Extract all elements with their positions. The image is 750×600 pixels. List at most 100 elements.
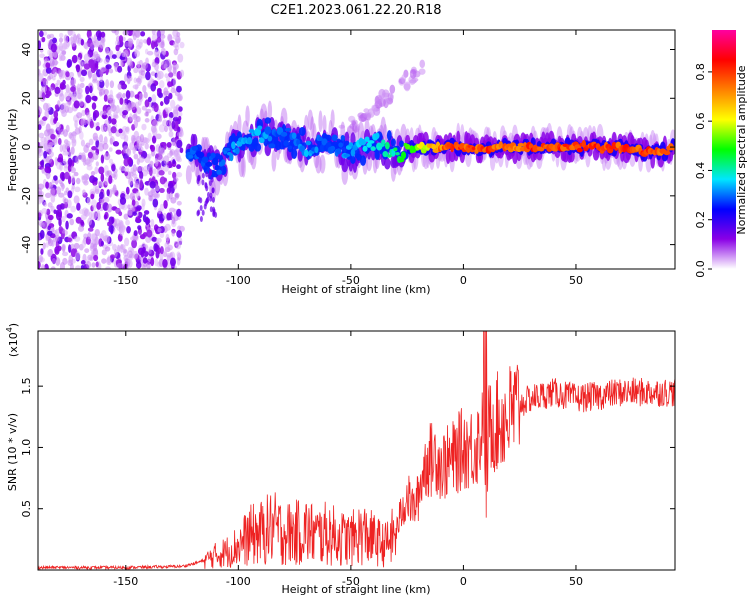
noise-blob — [54, 228, 60, 237]
noise-blob — [152, 168, 157, 175]
noise-blob — [150, 83, 157, 92]
noise-blob — [53, 117, 57, 124]
noise-blob — [174, 153, 181, 162]
noise-blob — [68, 132, 73, 139]
noise-blob — [105, 266, 111, 269]
noise-blob — [159, 187, 165, 194]
noise-blob — [49, 52, 54, 59]
noise-blob — [46, 155, 53, 164]
noise-blob — [129, 112, 133, 122]
noise-blob — [53, 209, 57, 214]
noise-blob — [38, 132, 45, 139]
noise-blob — [121, 51, 126, 58]
noise-blob — [74, 236, 81, 242]
spectrogram-x-tick-label: -50 — [342, 274, 360, 287]
noise-blob — [176, 164, 181, 170]
noise-blob — [106, 106, 112, 116]
noise-blob — [176, 251, 181, 258]
echo-tail-blob — [197, 174, 201, 181]
spectrogram-y-tick-label: -20 — [20, 187, 33, 205]
noise-blob — [115, 149, 122, 155]
colorbar-tick-label: 0.2 — [694, 211, 707, 229]
noise-blob — [83, 42, 89, 49]
noise-blob — [132, 135, 136, 142]
noise-blob — [98, 134, 104, 143]
noise-blob — [103, 136, 108, 145]
echo-tail-blob — [201, 179, 205, 186]
noise-blob — [44, 109, 49, 118]
noise-blob — [128, 90, 135, 98]
noise-blob — [115, 104, 120, 114]
noise-blob — [150, 218, 155, 228]
noise-blob — [164, 223, 171, 231]
noise-blob — [159, 203, 164, 212]
noise-blob — [132, 113, 138, 120]
echo-blob — [264, 117, 272, 124]
noise-blob — [162, 212, 167, 220]
echo-blob — [229, 153, 234, 162]
echo-blob — [291, 132, 297, 139]
echo-blob — [367, 140, 375, 144]
noise-blob — [148, 248, 152, 255]
noise-blob — [71, 31, 76, 37]
noise-blob — [163, 200, 168, 209]
noise-blob — [98, 181, 104, 188]
noise-blob — [164, 125, 168, 133]
noise-blob — [156, 87, 162, 93]
noise-blob — [78, 152, 83, 161]
noise-blob — [155, 237, 162, 243]
snr-x-tick-label: -50 — [342, 575, 360, 588]
noise-blob — [168, 112, 174, 119]
noise-blob — [124, 73, 128, 82]
echo-blob — [254, 142, 262, 152]
noise-blob — [144, 217, 151, 225]
noise-blob — [61, 183, 66, 190]
noise-blob — [135, 216, 141, 223]
noise-blob — [112, 141, 120, 147]
noise-blob — [163, 164, 170, 172]
noise-blob — [38, 199, 42, 205]
noise-blob — [135, 166, 142, 172]
echo-tail-blob — [209, 206, 213, 213]
noise-blob — [73, 90, 78, 96]
noise-blob — [40, 248, 44, 255]
echo-blob — [386, 130, 392, 141]
noise-blob — [56, 204, 63, 211]
noise-blob — [123, 248, 127, 254]
noise-blob — [122, 145, 129, 154]
snr-y-scale-exponent: 4 — [5, 327, 14, 332]
noise-blob — [113, 249, 118, 257]
noise-blob — [122, 102, 128, 111]
noise-blob — [167, 182, 174, 189]
noise-blob — [73, 100, 80, 109]
echo-blob — [224, 147, 231, 152]
noise-blob — [53, 110, 59, 119]
noise-blob — [87, 227, 94, 232]
noise-blob — [106, 50, 112, 56]
snr-y-scale-suffix: ) — [7, 323, 20, 327]
noise-blob — [111, 118, 117, 125]
colorbar-label: Normalized spectral amplitude — [735, 65, 748, 234]
noise-blob — [48, 249, 53, 257]
noise-blob — [68, 254, 74, 264]
noise-blob — [93, 34, 97, 44]
noise-blob — [131, 239, 138, 249]
noise-blob — [75, 34, 80, 44]
noise-blob — [155, 133, 162, 140]
echo-tail-blob — [207, 191, 211, 198]
echo-blob — [221, 159, 226, 166]
spectrogram-y-tick-label: 20 — [20, 91, 33, 105]
noise-blob — [86, 260, 92, 269]
noise-blob — [50, 226, 55, 233]
spectrogram-x-tick-label: 50 — [569, 274, 583, 287]
noise-blob — [61, 215, 66, 223]
noise-blob — [128, 171, 134, 177]
noise-blob — [107, 221, 111, 227]
noise-blob — [144, 187, 149, 196]
noise-blob — [120, 224, 126, 233]
echo-blob — [235, 147, 240, 155]
noise-blob — [143, 91, 148, 99]
noise-blob — [136, 205, 142, 211]
noise-blob — [70, 243, 75, 250]
noise-blob — [80, 69, 88, 77]
